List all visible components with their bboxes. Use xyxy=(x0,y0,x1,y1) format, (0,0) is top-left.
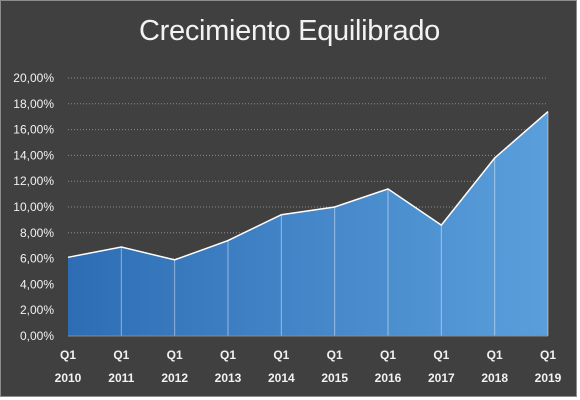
y-tick-label: 8,00% xyxy=(20,226,54,240)
chart-title: Crecimiento Equilibrado xyxy=(139,15,440,47)
y-tick-label: 2,00% xyxy=(20,303,54,317)
series-line xyxy=(67,110,549,261)
x-tick-label-year: 2015 xyxy=(321,371,348,385)
x-tick-label-quarter: Q1 xyxy=(380,348,396,362)
x-tick-label-year: 2019 xyxy=(535,371,562,385)
x-axis: Q1 2010 Q1 2011 Q1 2012 Q1 2013 Q1 2014 Q1 2015 Q1 20… xyxy=(55,335,562,385)
y-tick-label: 12,00% xyxy=(13,174,54,188)
x-tick-label-quarter: Q1 xyxy=(167,348,183,362)
y-tick-label: 4,00% xyxy=(20,277,54,291)
y-tick-label: 10,00% xyxy=(13,200,54,214)
y-tick-label: 6,00% xyxy=(20,252,54,266)
y-tick-label: 20,00% xyxy=(13,71,54,85)
x-tick-label-quarter: Q1 xyxy=(113,348,129,362)
x-tick-label-year: 2017 xyxy=(428,371,455,385)
x-tick-label-year: 2014 xyxy=(268,371,295,385)
x-tick-label-year: 2013 xyxy=(215,371,242,385)
x-tick-label-year: 2010 xyxy=(55,371,82,385)
y-tick-label: 16,00% xyxy=(13,123,54,137)
x-tick-label-year: 2011 xyxy=(108,371,134,385)
y-tick-label: 14,00% xyxy=(13,148,54,162)
x-tick-label-quarter: Q1 xyxy=(220,348,236,362)
area-series xyxy=(67,110,549,336)
y-tick-label: 0,00% xyxy=(20,329,54,343)
x-tick-label-quarter: Q1 xyxy=(273,348,289,362)
x-tick-label-quarter: Q1 xyxy=(327,348,343,362)
x-tick-label-quarter: Q1 xyxy=(433,348,449,362)
x-tick-label-year: 2012 xyxy=(161,371,188,385)
x-tick-label-quarter: Q1 xyxy=(60,348,76,362)
x-tick-label-quarter: Q1 xyxy=(487,348,503,362)
x-tick-label-quarter: Q1 xyxy=(540,348,556,362)
y-axis: 0,00% 2,00% 4,00% 6,00% 8,00% 10,00% 12,00% 14,… xyxy=(13,71,54,343)
x-tick-label-year: 2018 xyxy=(481,371,508,385)
area-fill xyxy=(68,111,548,336)
y-tick-label: 18,00% xyxy=(13,97,54,111)
x-tick-label-year: 2016 xyxy=(375,371,402,385)
